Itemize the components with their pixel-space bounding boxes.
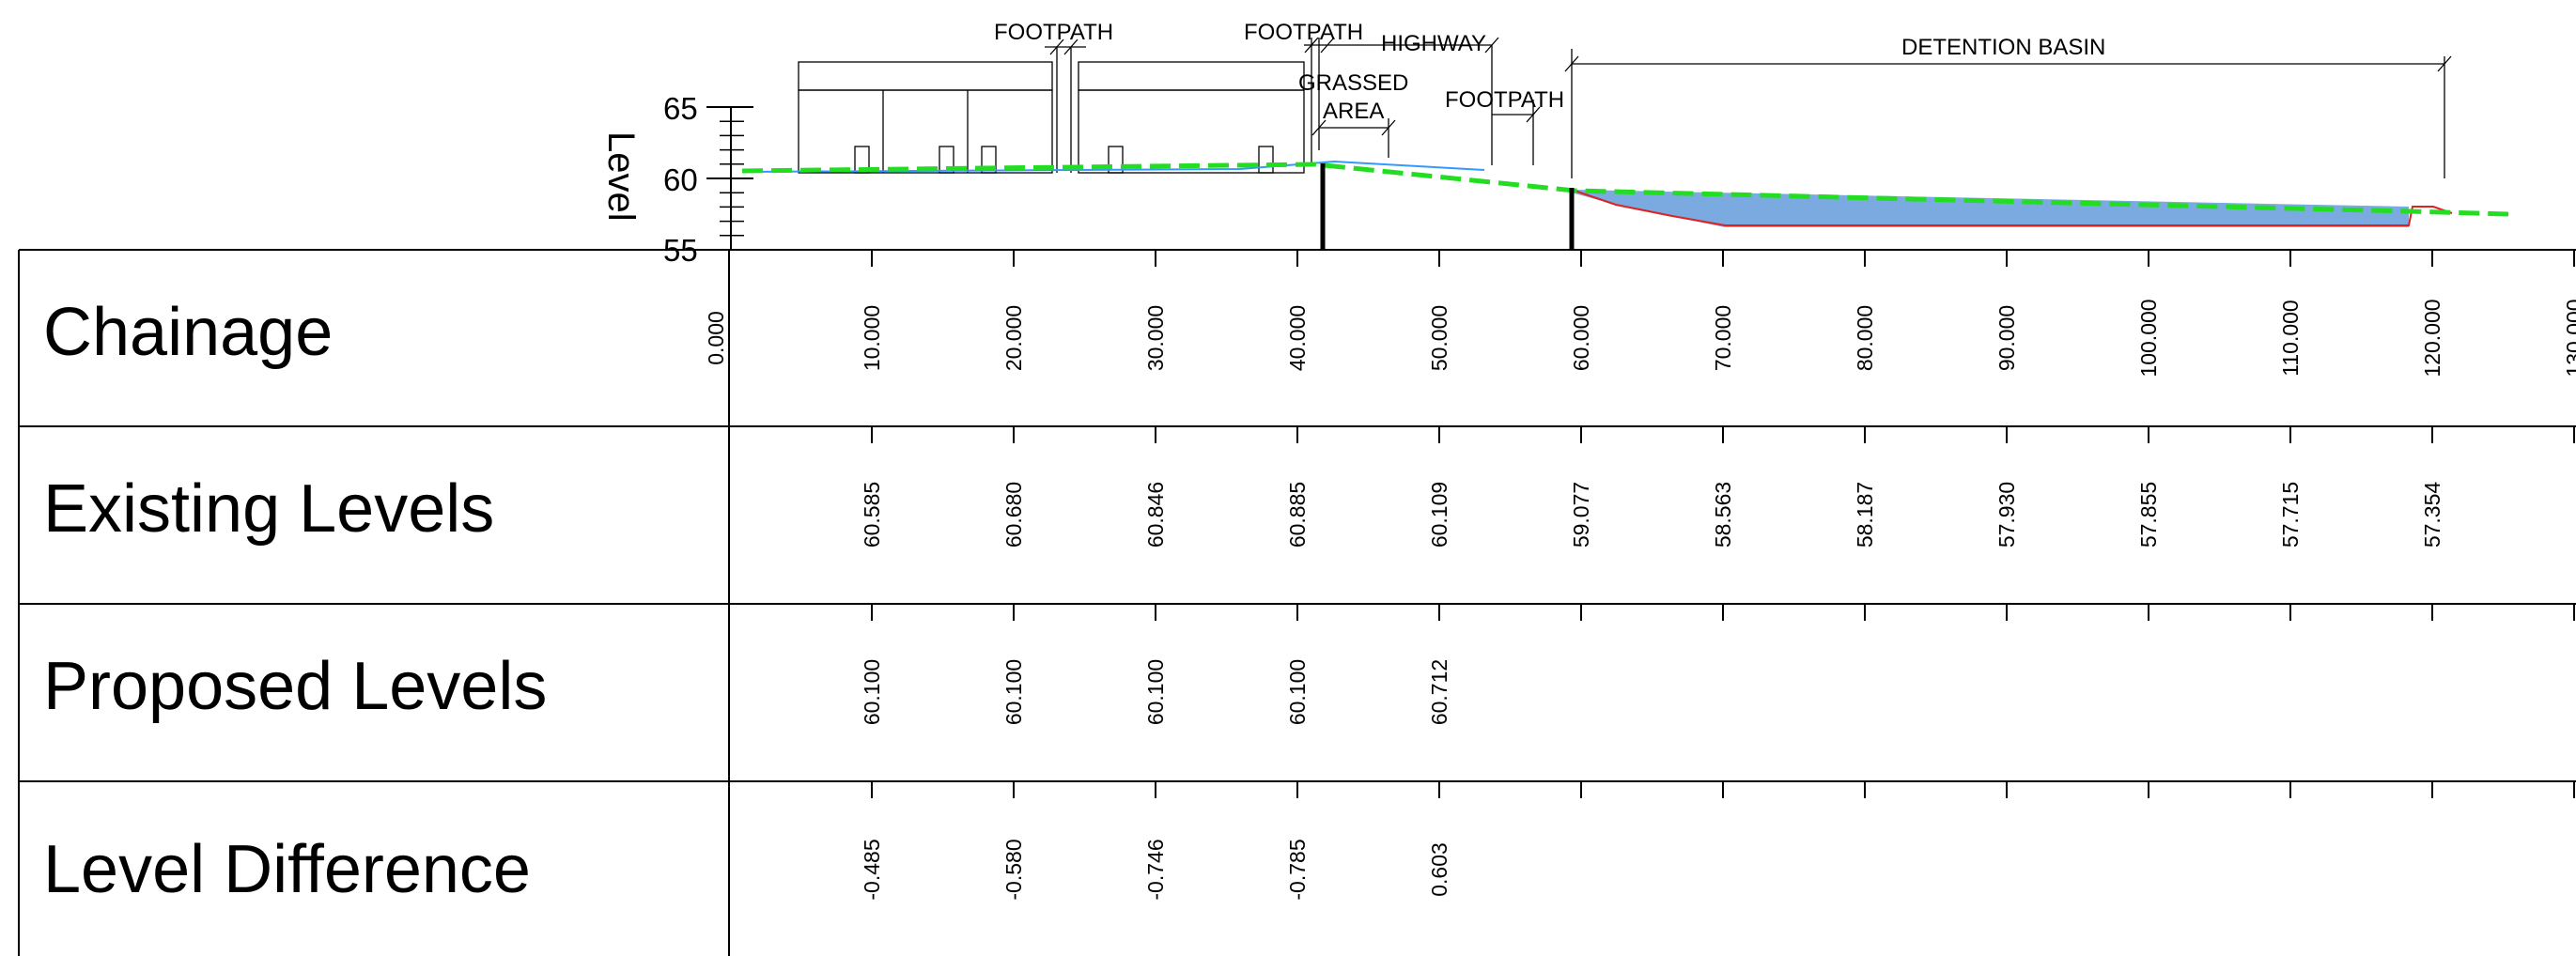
existing-level-values: 60.585 60.680 60.846 60.885 60.109 59.077 58.5… xyxy=(860,482,2444,548)
proposed-level-value-2: 60.100 xyxy=(1001,659,1026,725)
level-difference-value-2: -0.580 xyxy=(1001,839,1026,900)
level-difference-value-1: -0.485 xyxy=(860,839,884,900)
chainage-value-11: 110.000 xyxy=(2278,300,2303,376)
zone-dimensions xyxy=(1045,37,2452,178)
zone-label-highway: HIGHWAY xyxy=(1381,31,1486,56)
row-label-chainage: Chainage xyxy=(43,295,333,370)
proposed-level-values: 60.100 60.100 60.100 60.100 60.712 xyxy=(860,659,1451,725)
building-outlines xyxy=(798,47,1305,174)
existing-level-value-9: 57.930 xyxy=(1994,482,2019,547)
proposed-level-value-5: 60.712 xyxy=(1427,659,1451,725)
existing-level-value-8: 58.187 xyxy=(1853,482,1877,547)
chainage-value-10: 100.000 xyxy=(2136,299,2161,377)
chainage-value-5: 50.000 xyxy=(1427,305,1451,371)
existing-level-value-10: 57.855 xyxy=(2136,482,2161,547)
level-difference-value-5: 0.603 xyxy=(1427,842,1451,897)
existing-level-value-12: 57.354 xyxy=(2420,482,2444,548)
chainage-value-3: 30.000 xyxy=(1143,305,1168,371)
zone-label-detention-basin: DETENTION BASIN xyxy=(1901,35,2105,60)
chainage-value-1: 10.000 xyxy=(860,305,884,371)
zone-labels: FOOTPATH FOOTPATH HIGHWAY GRASSED AREA F… xyxy=(994,20,2105,124)
level-tick-60: 60 xyxy=(663,162,698,197)
existing-level-value-7: 58.563 xyxy=(1711,482,1735,547)
existing-level-value-6: 59.077 xyxy=(1569,482,1593,547)
chainage-value-2: 20.000 xyxy=(1001,305,1026,371)
chainage-value-9: 90.000 xyxy=(1994,305,2019,371)
detention-basin-water xyxy=(1575,190,2409,227)
proposed-surface-line xyxy=(741,160,1485,173)
chainage-ticks xyxy=(871,250,2575,798)
chainage-value-0: 0.000 xyxy=(704,311,728,365)
chainage-value-7: 70.000 xyxy=(1711,305,1735,371)
chainage-values: 0.000 10.000 20.000 30.000 40.000 50.000 60.00… xyxy=(704,299,2576,377)
zone-label-footpath-mid: FOOTPATH xyxy=(1244,20,1363,45)
detention-basin-edge xyxy=(1574,190,2453,226)
level-tick-55: 55 xyxy=(663,233,698,268)
chainage-value-13: 130.000 xyxy=(2562,299,2576,377)
existing-level-value-5: 60.109 xyxy=(1427,482,1451,547)
existing-level-value-3: 60.846 xyxy=(1143,482,1168,547)
chainage-value-6: 60.000 xyxy=(1569,305,1593,371)
zone-label-footpath-right: FOOTPATH xyxy=(1445,87,1564,113)
row-label-existing-levels: Existing Levels xyxy=(43,471,494,547)
existing-level-value-4: 60.885 xyxy=(1285,482,1310,547)
level-axis-ticks xyxy=(706,106,753,251)
existing-level-value-11: 57.715 xyxy=(2278,482,2303,547)
proposed-level-value-4: 60.100 xyxy=(1285,659,1310,725)
row-label-level-difference: Level Difference xyxy=(43,832,531,907)
row-label-proposed-levels: Proposed Levels xyxy=(43,649,547,724)
level-difference-value-3: -0.746 xyxy=(1143,839,1168,900)
chainage-value-8: 80.000 xyxy=(1853,305,1877,371)
level-difference-value-4: -0.785 xyxy=(1285,839,1310,900)
proposed-level-value-1: 60.100 xyxy=(860,659,884,725)
existing-ground-line xyxy=(741,162,2509,217)
proposed-level-value-3: 60.100 xyxy=(1143,659,1168,725)
existing-level-value-2: 60.680 xyxy=(1001,482,1026,547)
chainage-value-12: 120.000 xyxy=(2420,299,2444,377)
existing-level-value-1: 60.585 xyxy=(860,482,884,547)
zone-label-grassed: GRASSED xyxy=(1298,70,1408,96)
zone-label-area: AREA xyxy=(1323,99,1384,124)
level-tick-65: 65 xyxy=(663,91,698,126)
level-axis-title: Level xyxy=(600,131,642,222)
zone-label-footpath-left: FOOTPATH xyxy=(994,20,1113,45)
chainage-value-4: 40.000 xyxy=(1285,305,1310,371)
level-axis: 65 60 55 Level xyxy=(600,91,753,268)
level-difference-values: -0.485 -0.580 -0.746 -0.785 0.603 xyxy=(860,839,1451,900)
